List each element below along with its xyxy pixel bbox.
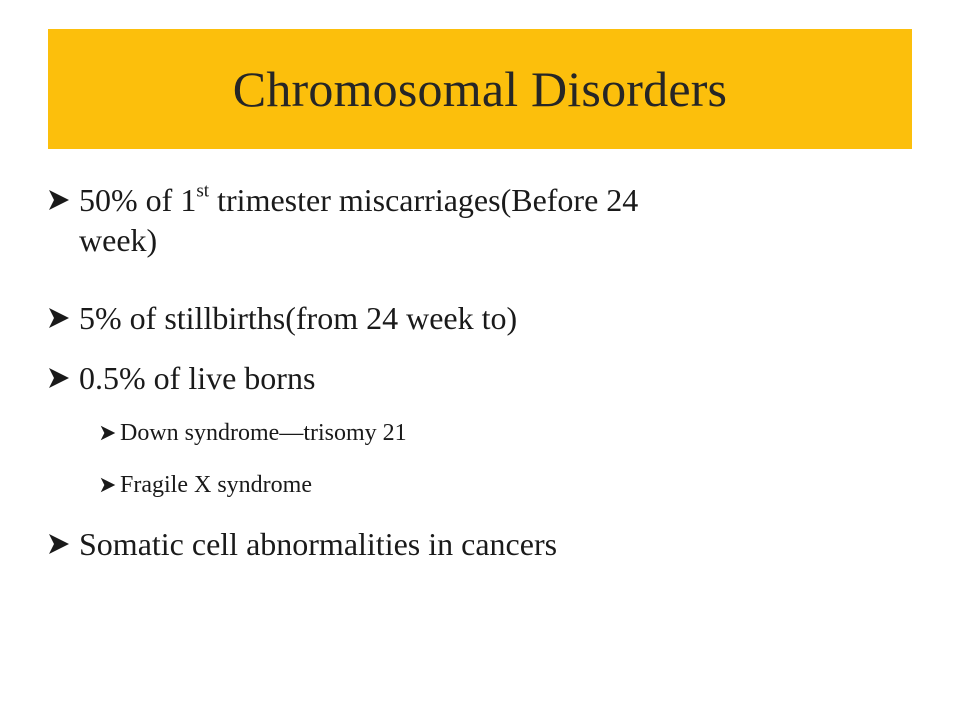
subbullet-fragile-x: Fragile X syndrome <box>100 470 312 500</box>
bullet-text: 0.5% of live borns <box>79 360 316 396</box>
subbullet-text: Down syndrome—trisomy 21 <box>120 420 407 446</box>
bullet-text: Somatic cell abnormalities in cancers <box>79 526 558 562</box>
bullet-text: trimester miscarriages(Before 24 <box>209 182 639 218</box>
arrow-bullet-icon <box>100 425 116 441</box>
arrow-bullet-icon <box>48 533 70 555</box>
bullet-live-borns: 0.5% of live borns <box>48 358 315 398</box>
bullet-text-block: 50% of 1st trimester miscarriages(Before… <box>79 180 638 260</box>
arrow-bullet-icon <box>100 477 116 493</box>
bullet-stillbirths: 5% of stillbirths(from 24 week to) <box>48 298 517 338</box>
subbullet-text: Fragile X syndrome <box>120 472 312 498</box>
bullet-line-2: week) <box>79 222 158 258</box>
bullet-text: 50% of 1 <box>79 182 197 218</box>
bullet-line-1: 50% of 1st trimester miscarriages(Before… <box>79 180 638 220</box>
subbullet-down-syndrome: Down syndrome—trisomy 21 <box>100 418 407 448</box>
title-bar: Chromosomal Disorders <box>48 29 912 149</box>
arrow-bullet-icon <box>48 367 70 389</box>
bullet-somatic-cells: Somatic cell abnormalities in cancers <box>48 524 557 564</box>
bullet-first-trimester: 50% of 1st trimester miscarriages(Before… <box>48 180 638 260</box>
bullet-superscript: st <box>196 180 210 202</box>
arrow-bullet-icon <box>48 307 70 329</box>
bullet-text: 5% of stillbirths(from 24 week to) <box>79 300 518 336</box>
slide-title: Chromosomal Disorders <box>232 61 728 117</box>
arrow-bullet-icon <box>48 189 70 211</box>
